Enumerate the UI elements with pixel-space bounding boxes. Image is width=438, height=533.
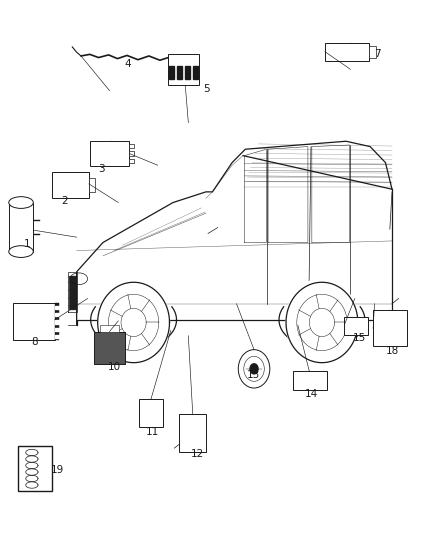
Text: 4: 4: [124, 59, 131, 69]
Circle shape: [98, 279, 170, 366]
Bar: [75, 276, 76, 309]
FancyBboxPatch shape: [13, 303, 55, 340]
Bar: [71, 276, 72, 309]
Bar: [70, 276, 71, 309]
Text: 2: 2: [61, 197, 68, 206]
FancyBboxPatch shape: [373, 310, 407, 346]
Text: 19: 19: [50, 465, 64, 475]
FancyBboxPatch shape: [325, 43, 369, 61]
Bar: [73, 276, 74, 309]
FancyBboxPatch shape: [9, 203, 33, 252]
Bar: [185, 66, 190, 79]
FancyBboxPatch shape: [293, 371, 327, 390]
Bar: [55, 313, 59, 317]
FancyBboxPatch shape: [52, 172, 89, 198]
Text: 12: 12: [191, 449, 204, 459]
Bar: [55, 320, 59, 324]
Text: 5: 5: [203, 84, 210, 94]
Bar: [18, 446, 52, 491]
Bar: [89, 179, 95, 192]
Bar: [55, 335, 59, 338]
Text: 8: 8: [31, 337, 38, 347]
Text: 7: 7: [374, 50, 381, 59]
FancyBboxPatch shape: [168, 54, 199, 85]
Bar: [177, 66, 182, 79]
Bar: [55, 306, 59, 309]
Text: 11: 11: [146, 427, 159, 437]
Bar: [369, 46, 376, 58]
Circle shape: [238, 350, 270, 388]
Text: 3: 3: [98, 165, 105, 174]
Text: 1: 1: [24, 239, 31, 249]
FancyBboxPatch shape: [344, 317, 368, 335]
Text: 15: 15: [353, 334, 366, 343]
Ellipse shape: [9, 246, 33, 257]
Bar: [129, 159, 134, 163]
Bar: [129, 151, 134, 156]
Circle shape: [286, 279, 358, 366]
Bar: [72, 276, 73, 309]
Text: 10: 10: [108, 362, 121, 372]
Circle shape: [249, 363, 259, 375]
Text: 18: 18: [385, 346, 399, 356]
Bar: [169, 66, 174, 79]
Text: 14: 14: [305, 390, 318, 399]
Text: 13: 13: [247, 370, 260, 380]
FancyBboxPatch shape: [90, 141, 129, 166]
Bar: [69, 276, 70, 309]
Bar: [100, 325, 119, 332]
Bar: [129, 144, 134, 148]
Bar: [55, 327, 59, 330]
FancyBboxPatch shape: [179, 414, 206, 452]
Ellipse shape: [9, 197, 33, 208]
Bar: [193, 66, 198, 79]
Bar: [55, 303, 59, 340]
FancyBboxPatch shape: [94, 332, 125, 364]
Bar: [74, 276, 75, 309]
FancyBboxPatch shape: [139, 399, 163, 427]
